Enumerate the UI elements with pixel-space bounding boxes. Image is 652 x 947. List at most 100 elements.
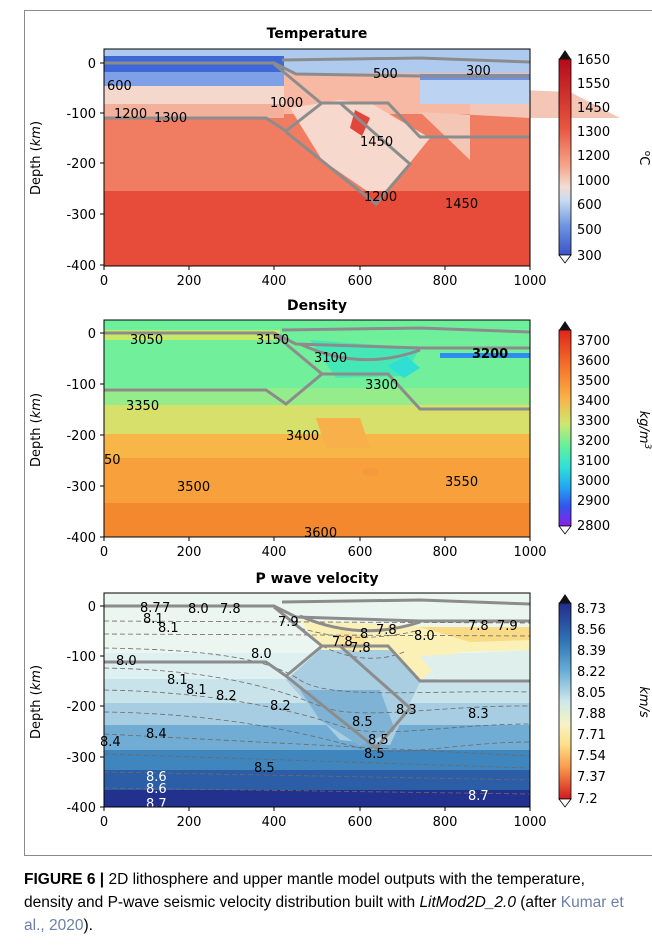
density-contour-label: 3350 <box>126 399 159 414</box>
velocity-y-label: Depth (km) <box>29 665 44 739</box>
velocity-contour-labels: 8.7 7 8.0 7.8 8.1 8.1 7.9 7.8 8 7.8 7.8 … <box>100 601 518 812</box>
x-tick-label: 1000 <box>513 815 546 830</box>
x-tick-label: 800 <box>433 815 458 830</box>
x-tick-label: 200 <box>177 545 202 560</box>
velocity-contour-label: 8.7 <box>468 789 489 804</box>
colorbar-tick: 7.71 <box>577 728 606 743</box>
x-tick-label: 600 <box>348 274 373 289</box>
temperature-title: Temperature <box>267 26 368 42</box>
y-tick-label: -100 <box>66 107 96 122</box>
y-tick-label: -300 <box>66 480 96 495</box>
velocity-colorbar-label: km/s <box>636 686 651 718</box>
velocity-contour-label: 8.4 <box>146 727 167 742</box>
temperature-axes-frame <box>103 48 531 267</box>
colorbar-tick: 8.22 <box>577 665 606 680</box>
temperature-colorbar: 1650 1550 1450 1300 1200 1000 600 500 30… <box>558 50 652 264</box>
velocity-contour-label: 8.7 <box>140 601 161 616</box>
colorbar-tick: 300 <box>577 249 602 264</box>
temp-contour-label: 500 <box>373 67 398 82</box>
y-tick-label: 0 <box>88 57 96 72</box>
density-contour-label: 3550 <box>445 475 478 490</box>
velocity-y-axis: 0 -100 -200 -300 -400 <box>66 600 104 816</box>
colorbar-tick: 600 <box>577 198 602 213</box>
temperature-panel: Temperature 600 500 300 <box>29 26 652 289</box>
figure-frame-left <box>24 10 25 855</box>
density-colorbar: 3700 3600 3500 3400 3300 3200 3100 3000 … <box>558 321 652 535</box>
velocity-model-boundaries <box>104 598 531 751</box>
temp-contour-label: 1450 <box>360 135 393 150</box>
colorbar-tick: 1000 <box>577 174 610 189</box>
velocity-contour-label: 8.1 <box>186 683 207 698</box>
density-colorbar-label: kg/m3 <box>636 411 652 450</box>
colorbar-tick: 8.05 <box>577 686 606 701</box>
temp-contour-label: 1200 <box>114 107 147 122</box>
velocity-contour-label: 8.3 <box>468 707 489 722</box>
temperature-y-axis: 0 -100 -200 -300 -400 <box>66 57 104 274</box>
temp-contour-label: 1200 <box>364 190 397 205</box>
colorbar-tick: 7.88 <box>577 707 606 722</box>
y-tick-label: -300 <box>66 208 96 223</box>
colorbar-tick: 3500 <box>577 374 610 389</box>
colorbar-tick: 3400 <box>577 394 610 409</box>
density-model-boundaries <box>104 326 531 411</box>
density-x-axis: 0 200 400 600 800 1000 <box>100 537 547 560</box>
density-contour-labels: 3050 3150 3100 3200 3300 3350 3400 50 35… <box>104 333 508 541</box>
temp-contour-label: 300 <box>466 64 491 79</box>
figure-label: FIGURE 6 | <box>24 871 105 888</box>
velocity-contour-label: 8.1 <box>158 621 179 636</box>
velocity-x-axis: 0 200 400 600 800 1000 <box>100 807 547 830</box>
x-tick-label: 400 <box>262 815 287 830</box>
citation-link[interactable]: Kumar et al., 2020 <box>24 894 624 934</box>
velocity-contour-label: 7.8 <box>350 641 371 656</box>
velocity-contour-label: 8.0 <box>188 602 209 617</box>
density-axes-frame <box>103 319 531 538</box>
x-tick-label: 600 <box>348 815 373 830</box>
colorbar-tick: 1550 <box>577 77 610 92</box>
velocity-contour-label: 8.4 <box>100 735 121 750</box>
colorbar-tick: 7.2 <box>577 792 598 807</box>
x-tick-label: 800 <box>433 545 458 560</box>
y-tick-label: -200 <box>66 700 96 715</box>
velocity-contour-label: 8.2 <box>270 699 291 714</box>
colorbar-tick: 7.37 <box>577 770 606 785</box>
density-contour-label: 3400 <box>286 429 319 444</box>
temperature-model-boundaries <box>104 56 531 207</box>
y-tick-label: -400 <box>66 259 96 274</box>
y-tick-label: -300 <box>66 751 96 766</box>
colorbar-tick: 2800 <box>577 519 610 534</box>
velocity-contour-label: 8.7 <box>146 797 167 812</box>
y-tick-label: -400 <box>66 801 96 816</box>
velocity-contour-label: 8.6 <box>146 770 167 785</box>
velocity-dashed-contours <box>103 620 531 795</box>
x-tick-label: 1000 <box>513 545 546 560</box>
colorbar-tick: 1300 <box>577 125 610 140</box>
velocity-contour-label: 8.5 <box>352 715 373 730</box>
x-tick-label: 800 <box>433 274 458 289</box>
colorbar-tick: 3100 <box>577 454 610 469</box>
software-name: LitMod2D_2.0 <box>419 894 516 911</box>
density-contour-label: 3050 <box>130 333 163 348</box>
y-tick-label: -100 <box>66 378 96 393</box>
colorbar-tick: 8.39 <box>577 644 606 659</box>
temp-contour-label: 1300 <box>154 111 187 126</box>
colorbar-tick: 1200 <box>577 149 610 164</box>
velocity-contour-label: 8.0 <box>251 647 272 662</box>
x-tick-label: 200 <box>177 815 202 830</box>
density-y-label: Depth (km) <box>29 393 44 467</box>
y-tick-label: -200 <box>66 157 96 172</box>
velocity-contour-label: 8.1 <box>167 673 188 688</box>
temp-contour-label: 1000 <box>270 96 303 111</box>
colorbar-tick: 1450 <box>577 101 610 116</box>
figure-frame-bottom <box>24 855 652 856</box>
velocity-contour-label: 8.0 <box>116 654 137 669</box>
velocity-contour-label: 7.8 <box>468 619 489 634</box>
velocity-title: P wave velocity <box>256 571 379 587</box>
colorbar-tick: 3700 <box>577 334 610 349</box>
velocity-contour-label: 8.0 <box>414 629 435 644</box>
caption-after-close: ). <box>83 917 93 934</box>
figure-caption: FIGURE 6 | 2D lithosphere and upper mant… <box>24 868 630 937</box>
density-title: Density <box>287 298 347 314</box>
colorbar-tick: 3300 <box>577 414 610 429</box>
colorbar-tick: 8.56 <box>577 623 606 638</box>
